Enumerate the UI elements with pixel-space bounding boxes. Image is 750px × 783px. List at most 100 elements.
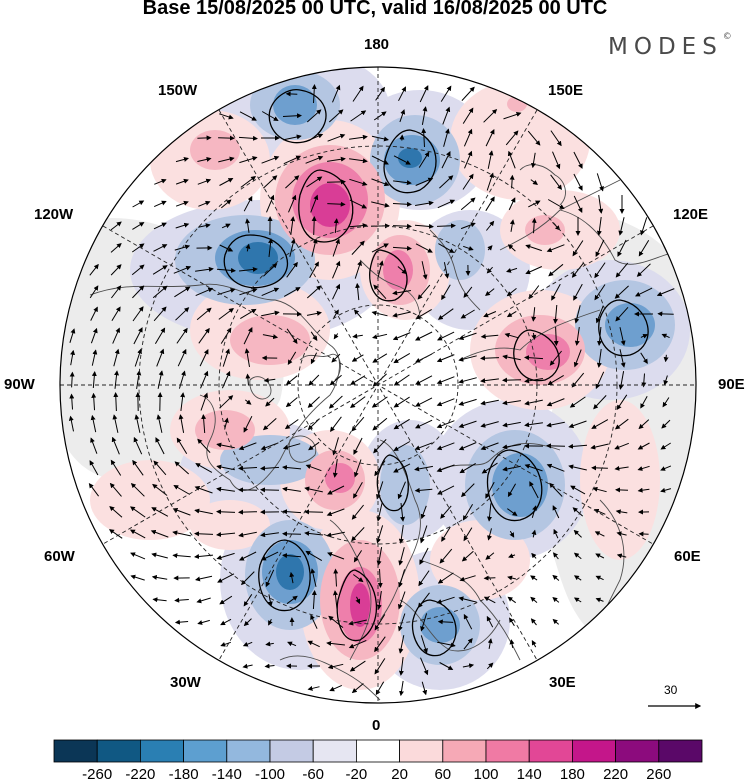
wind-arrow xyxy=(174,619,189,625)
wind-arrow xyxy=(180,392,186,411)
wind-arrow xyxy=(110,459,122,476)
wind-arrow xyxy=(392,311,411,318)
wind-arrow xyxy=(153,200,167,208)
wind-arrow xyxy=(222,348,230,367)
wind-arrow xyxy=(304,486,323,493)
wind-arrow xyxy=(415,177,434,186)
wind-arrow xyxy=(414,442,433,451)
wind-arrow xyxy=(463,128,473,147)
wind-arrow xyxy=(351,354,364,362)
wind-arrow xyxy=(197,178,212,185)
wind-arrow xyxy=(419,85,429,103)
wind-arrow xyxy=(310,194,319,213)
wind-arrow xyxy=(573,195,583,214)
wind-arrow xyxy=(153,460,167,476)
wind-arrow xyxy=(133,327,143,345)
wind-arrow xyxy=(485,481,495,499)
wind-arrow xyxy=(311,84,317,104)
wind-arrow xyxy=(216,267,236,273)
wind-arrow xyxy=(329,374,342,386)
wind-arrow xyxy=(508,197,516,211)
wind-arrow xyxy=(216,532,236,537)
wind-arrow xyxy=(90,306,98,321)
wind-arrow xyxy=(282,486,301,492)
wind-arrow xyxy=(574,305,581,324)
wind-arrow xyxy=(153,222,167,230)
wind-arrow xyxy=(420,613,428,632)
wind-arrow xyxy=(150,529,169,538)
wind-arrow xyxy=(305,155,324,164)
wind-arrow xyxy=(131,264,145,276)
wind-arrow xyxy=(285,375,298,385)
wind-arrow xyxy=(549,350,562,366)
wind-arrow xyxy=(288,194,297,213)
wind-arrow xyxy=(615,509,628,515)
wind-arrow xyxy=(461,86,475,101)
wind-arrow xyxy=(349,660,366,672)
wind-arrow xyxy=(263,377,276,383)
wind-arrow xyxy=(524,355,544,361)
wind-arrow xyxy=(507,150,516,169)
wind-arrow xyxy=(375,86,385,101)
wind-arrow xyxy=(458,398,477,406)
wind-arrow xyxy=(218,135,235,141)
wind-arrow xyxy=(152,285,168,299)
wind-arrow xyxy=(509,174,515,189)
wind-arrow xyxy=(306,109,322,123)
wind-arrow xyxy=(483,311,497,318)
wind-arrow xyxy=(172,553,191,559)
wind-arrow xyxy=(573,552,582,560)
wind-arrow xyxy=(198,223,211,229)
wind-arrow xyxy=(439,175,454,189)
wind-arrow xyxy=(392,201,412,207)
wind-arrow xyxy=(175,200,189,207)
wind-arrow xyxy=(458,442,477,451)
wind-arrow xyxy=(574,327,580,346)
wind-arrow xyxy=(663,375,669,386)
wind-arrow xyxy=(311,238,318,257)
wind-arrow xyxy=(530,618,537,626)
wind-arrow xyxy=(485,196,495,212)
wind-arrow xyxy=(524,464,543,472)
wind-arrow xyxy=(286,595,298,605)
wind-arrow xyxy=(132,200,145,208)
wind-arrow xyxy=(197,135,212,141)
wind-arrow xyxy=(282,113,302,119)
label-30w: 30W xyxy=(170,674,201,691)
wind-arrow xyxy=(111,436,120,455)
wind-arrow xyxy=(371,201,390,208)
wind-arrow xyxy=(480,333,499,339)
wind-arrow xyxy=(597,326,602,346)
wind-arrow xyxy=(282,531,302,537)
wind-arrow xyxy=(436,398,455,407)
wind-arrow xyxy=(460,309,475,319)
wind-arrow xyxy=(596,173,604,192)
wind-arrow xyxy=(440,85,452,102)
wind-arrow xyxy=(502,377,522,383)
wind-arrow xyxy=(393,352,411,364)
wind-arrow xyxy=(524,378,543,384)
wind-arrow xyxy=(173,265,192,274)
wind-arrow xyxy=(506,267,518,273)
wind-arrow xyxy=(593,508,606,515)
wind-arrow xyxy=(238,442,257,451)
wind-arrow xyxy=(219,395,234,409)
wind-arrow xyxy=(194,531,214,537)
wind-arrow xyxy=(548,263,564,277)
wind-arrow xyxy=(327,133,346,142)
wind-arrow xyxy=(373,111,387,121)
wind-arrow xyxy=(436,464,455,473)
wind-arrow xyxy=(219,178,234,186)
wind-arrow xyxy=(420,525,428,544)
wind-arrow xyxy=(415,397,433,407)
wind-arrow xyxy=(197,438,211,453)
wind-arrow xyxy=(331,353,341,363)
wind-arrow xyxy=(571,262,584,278)
wind-arrow xyxy=(267,594,273,607)
wind-arrow xyxy=(573,349,582,368)
wind-arrow xyxy=(615,262,629,278)
colorbar-tick-label: -260 xyxy=(82,766,113,783)
wind-arrow xyxy=(372,333,388,340)
wind-arrow xyxy=(307,640,320,648)
wind-arrow xyxy=(332,260,341,279)
